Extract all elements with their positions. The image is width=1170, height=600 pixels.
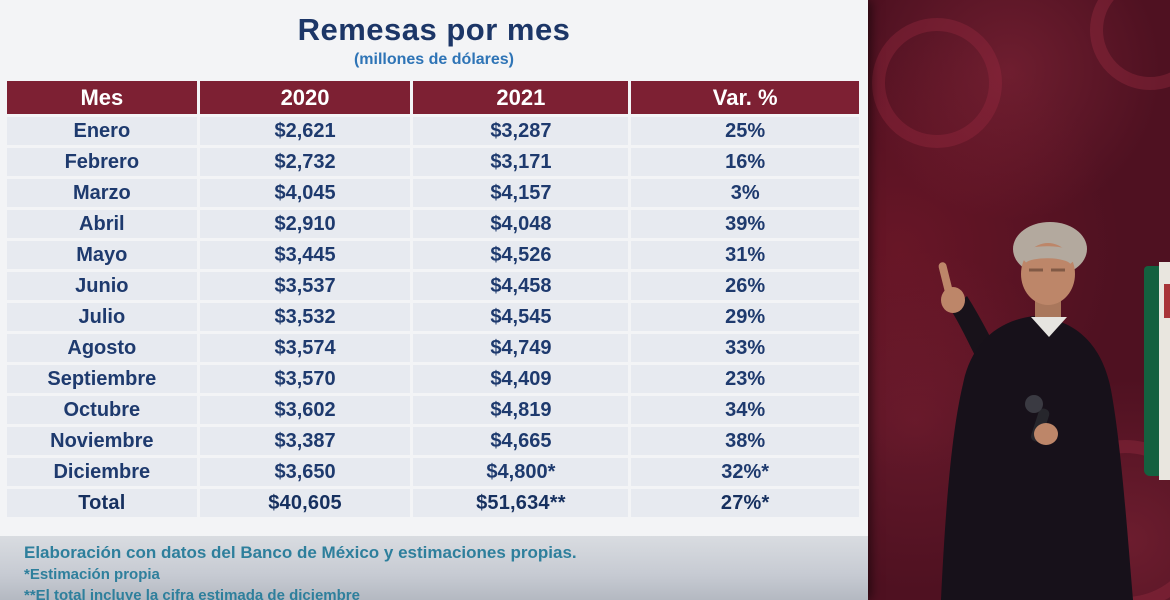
slide-subtitle: (millones de dólares) [353, 51, 515, 68]
cell-var: 29% [631, 303, 859, 331]
cell-month: Diciembre [7, 458, 197, 486]
cell-2020: $2,732 [199, 148, 411, 176]
cell-2021: $51,634** [413, 489, 629, 517]
presenter-suit [941, 316, 1133, 600]
table-row: Marzo $4,045 $4,157 3% [7, 179, 859, 207]
col-header-mes: Mes [7, 81, 197, 114]
cell-var: 25% [631, 117, 859, 145]
footnote-2star: **El total incluye la cifra estimada de … [24, 587, 360, 600]
cell-2021: $4,819 [413, 396, 629, 424]
cell-var: 39% [631, 210, 859, 238]
cell-var: 16% [631, 148, 859, 176]
flag-red-stripe [1164, 284, 1170, 318]
cell-var: 3% [631, 179, 859, 207]
projection-slide: Remesas por mes (millones de dólares) Me… [0, 0, 868, 600]
table-row: Mayo $3,445 $4,526 31% [7, 241, 859, 269]
table-row: Enero $2,621 $3,287 25% [7, 117, 859, 145]
cell-var: 23% [631, 365, 859, 393]
cell-2020: $3,602 [199, 396, 411, 424]
cell-month: Marzo [7, 179, 197, 207]
cell-2020: $3,650 [199, 458, 411, 486]
pointing-hand [941, 287, 965, 313]
table-row: Julio $3,532 $4,545 29% [7, 303, 859, 331]
cell-month: Mayo [7, 241, 197, 269]
mexico-flag [1144, 262, 1170, 480]
cell-month: Junio [7, 272, 197, 300]
cell-2020: $3,574 [199, 334, 411, 362]
table-row-total: Total $40,605 $51,634** 27%* [7, 489, 859, 517]
table-row: Noviembre $3,387 $4,665 38% [7, 427, 859, 455]
table-header-row: Mes 2020 2021 Var. % [7, 81, 859, 114]
cell-var: 32%* [631, 458, 859, 486]
footnote-star: *Estimación propia [24, 566, 160, 583]
flag-green-stripe [1144, 266, 1159, 476]
cell-var: 27%* [631, 489, 859, 517]
cell-2021: $3,287 [413, 117, 629, 145]
cell-2020: $3,445 [199, 241, 411, 269]
col-header-var: Var. % [631, 81, 859, 114]
table-row: Junio $3,537 $4,458 26% [7, 272, 859, 300]
remittances-table: Mes 2020 2021 Var. % Enero $2,621 $3,287… [4, 78, 862, 520]
cell-2020: $2,910 [199, 210, 411, 238]
cell-month: Febrero [7, 148, 197, 176]
table-row: Diciembre $3,650 $4,800* 32%* [7, 458, 859, 486]
cell-2021: $4,157 [413, 179, 629, 207]
backdrop-pattern-swirl [1090, 0, 1170, 90]
cell-2021: $4,048 [413, 210, 629, 238]
microphone-head [1025, 395, 1043, 413]
flag-white-stripe [1159, 262, 1170, 480]
cell-2020: $4,045 [199, 179, 411, 207]
presenter-silhouette [938, 222, 1133, 600]
cell-2021: $3,171 [413, 148, 629, 176]
shirt-collar [1031, 317, 1067, 337]
presenter-hairline [1018, 246, 1080, 265]
cell-month: Agosto [7, 334, 197, 362]
cell-month: Julio [7, 303, 197, 331]
cell-2021: $4,526 [413, 241, 629, 269]
cell-2021: $4,409 [413, 365, 629, 393]
cell-2021: $4,800* [413, 458, 629, 486]
col-header-2020: 2020 [199, 81, 411, 114]
cell-month: Enero [7, 117, 197, 145]
col-header-2021: 2021 [413, 81, 629, 114]
footnote-strip: Elaboración con datos del Banco de Méxic… [0, 536, 868, 600]
cell-2020: $3,387 [199, 427, 411, 455]
cell-2021: $4,749 [413, 334, 629, 362]
cell-2020: $40,605 [199, 489, 411, 517]
cell-month: Abril [7, 210, 197, 238]
table-row: Abril $2,910 $4,048 39% [7, 210, 859, 238]
cell-var: 34% [631, 396, 859, 424]
cell-var: 31% [631, 241, 859, 269]
cell-2021: $4,458 [413, 272, 629, 300]
cell-2020: $2,621 [199, 117, 411, 145]
cell-2020: $3,570 [199, 365, 411, 393]
cell-2020: $3,537 [199, 272, 411, 300]
table-row: Febrero $2,732 $3,171 16% [7, 148, 859, 176]
cell-month: Noviembre [7, 427, 197, 455]
slide-title: Remesas por mes [297, 12, 571, 47]
cell-2020: $3,532 [199, 303, 411, 331]
table-row: Septiembre $3,570 $4,409 23% [7, 365, 859, 393]
cell-2021: $4,665 [413, 427, 629, 455]
cell-2021: $4,545 [413, 303, 629, 331]
cell-var: 38% [631, 427, 859, 455]
cell-month: Septiembre [7, 365, 197, 393]
mic-hand [1034, 423, 1058, 445]
cell-var: 33% [631, 334, 859, 362]
backdrop-pattern-swirl [872, 18, 1002, 148]
pointing-finger [938, 262, 953, 294]
table-row: Octubre $3,602 $4,819 34% [7, 396, 859, 424]
source-note: Elaboración con datos del Banco de Méxic… [24, 543, 577, 562]
cell-month: Total [7, 489, 197, 517]
cell-var: 26% [631, 272, 859, 300]
table-row: Agosto $3,574 $4,749 33% [7, 334, 859, 362]
cell-month: Octubre [7, 396, 197, 424]
